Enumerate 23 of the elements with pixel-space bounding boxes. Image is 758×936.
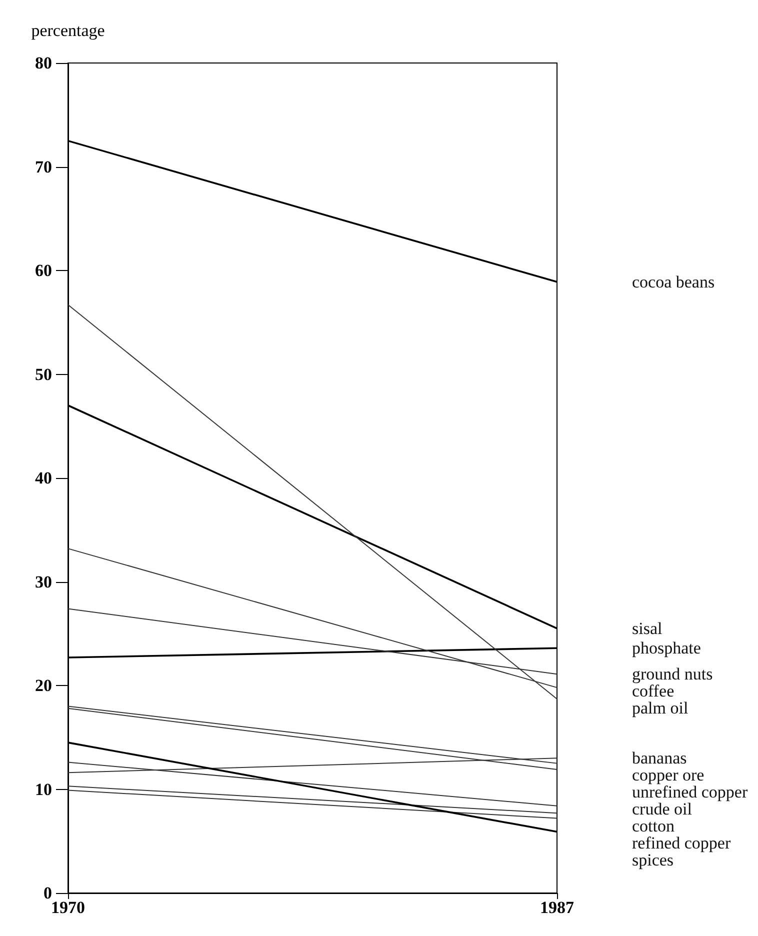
text: spices — [632, 850, 674, 870]
text: cocoa beans — [632, 272, 715, 292]
y-tick-label: 50 — [35, 364, 52, 384]
y-tick-label: 10 — [35, 780, 52, 799]
text: phosphate — [632, 638, 701, 658]
text: ground nuts — [632, 664, 713, 684]
y-tick-label: 0 — [44, 884, 52, 902]
text: sisal — [632, 618, 662, 638]
text: refined copper — [632, 834, 731, 853]
x-tick-label: 1987 — [540, 898, 574, 917]
text: crude oil — [632, 800, 692, 819]
y-tick-label: 60 — [35, 261, 52, 280]
text: bananas — [632, 748, 687, 768]
y-axis-title: percentage — [31, 21, 105, 40]
text: palm oil — [632, 698, 688, 718]
y-tick-label: 20 — [35, 676, 52, 695]
y-tick-label: 80 — [35, 54, 52, 72]
x-tick-label: 1970 — [51, 898, 85, 917]
text: copper ore — [632, 766, 704, 785]
text: cotton — [632, 816, 675, 836]
y-tick-label: 70 — [35, 157, 52, 176]
y-tick-label: 40 — [35, 468, 52, 488]
y-tick-label: 30 — [35, 572, 52, 592]
